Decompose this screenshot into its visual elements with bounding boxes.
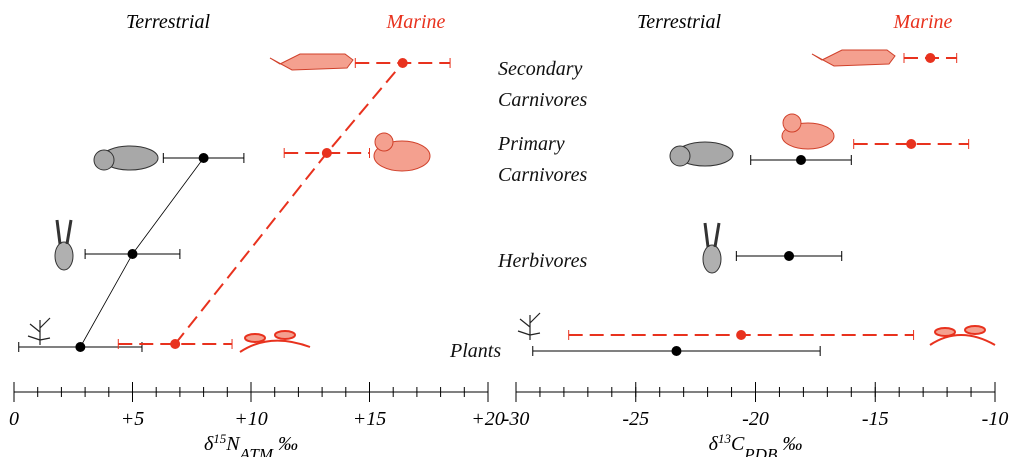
walrus-icon — [373, 113, 835, 172]
whale-icon — [269, 49, 896, 71]
plant-icon — [27, 312, 541, 345]
x-axis-label: δ13CPDB ‰ — [709, 431, 803, 457]
point — [906, 139, 917, 149]
rabbit-icon — [54, 219, 722, 274]
point — [784, 251, 795, 261]
x-tick-label: +10 — [234, 408, 268, 430]
category-label: Primary Carnivores — [498, 133, 588, 186]
error-bar — [117, 339, 233, 349]
error-bar — [853, 139, 970, 149]
legend-entry: Marine — [893, 11, 953, 33]
point — [796, 155, 807, 165]
x-axis-label-part: C — [731, 433, 745, 455]
point — [127, 249, 138, 259]
point — [925, 53, 936, 63]
x-axis-label-part: ‰ — [273, 433, 298, 455]
x-axis-label-part: N — [225, 433, 241, 455]
x-tick-label: 0 — [9, 408, 19, 430]
point — [671, 346, 682, 356]
category-label: Herbivores — [498, 250, 588, 272]
category-label: Plants — [450, 340, 502, 362]
x-axis-label-part: δ — [709, 433, 719, 455]
connecting-line — [174, 62, 404, 345]
point — [397, 58, 408, 68]
x-axis-label-part: ATM — [239, 445, 274, 457]
x-axis-label-part: PDB — [743, 445, 778, 457]
x-axis-label-part: 13 — [718, 431, 732, 446]
x-tick-label: -25 — [622, 408, 649, 430]
x-tick-label: -15 — [862, 408, 889, 430]
x-tick-label: -30 — [503, 408, 530, 430]
x-tick-label: +15 — [353, 408, 387, 430]
seaweed-icon — [239, 325, 996, 353]
legend-entry: Marine — [386, 11, 446, 33]
x-axis-label-part: ‰ — [777, 433, 802, 455]
point — [75, 342, 86, 352]
x-tick-label: +20 — [471, 408, 505, 430]
connecting-line — [80, 157, 204, 348]
x-axis-label: δ15NATM ‰ — [204, 431, 298, 457]
legend-entry: Terrestrial — [126, 11, 211, 33]
category-label: Secondary Carnivores — [498, 58, 588, 111]
x-tick-label: -10 — [982, 408, 1009, 430]
point — [736, 330, 747, 340]
point — [198, 153, 209, 163]
point — [170, 339, 181, 349]
legend-entry: Terrestrial — [637, 11, 722, 33]
x-axis-label-part: δ — [204, 433, 214, 455]
x-tick-label: -20 — [742, 408, 769, 430]
lynx-icon — [93, 141, 734, 171]
x-axis-label-part: 15 — [213, 431, 227, 446]
x-tick-label: +5 — [121, 408, 145, 430]
point — [321, 148, 332, 158]
